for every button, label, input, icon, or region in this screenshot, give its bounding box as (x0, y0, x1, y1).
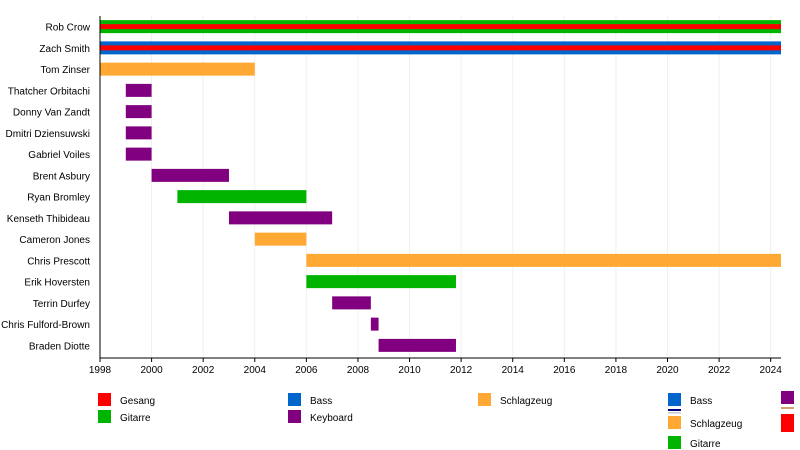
legend2-label-gitarre: Gitarre (690, 439, 721, 450)
bar-thatcher-orbitachi-keyboard (125, 83, 152, 97)
legend-swatch-gesang (98, 393, 111, 406)
legend2-mini-swatch-dark (668, 409, 681, 411)
bar-dmitri-dziensuwski-keyboard (125, 126, 152, 140)
member-label: Thatcher Orbitachi (8, 86, 90, 97)
legend-swatch-keyboard (288, 410, 301, 423)
legend-label-schlagzeug: Schlagzeug (500, 396, 552, 407)
member-label: Tom Zinser (41, 65, 91, 76)
legend-label-keyboard: Keyboard (310, 413, 353, 424)
member-label: Zach Smith (39, 44, 90, 55)
bar-chris-prescott-schlagzeug (306, 253, 781, 267)
x-tick-label: 2000 (140, 365, 163, 376)
member-label: Braden Diotte (29, 341, 91, 352)
x-tick-label: 2014 (502, 365, 525, 376)
legend-label-gitarre: Gitarre (120, 413, 151, 424)
x-tick-label: 2024 (760, 365, 783, 376)
legend3-swatch-gesang (781, 414, 794, 432)
x-axis: 1998 2000 2002 2004 2006 2008 2010 2012 2014 2016… (89, 16, 782, 376)
member-label: Brent Asbury (33, 171, 90, 182)
member-label: Ryan Bromley (27, 193, 90, 204)
legend2-label-bass: Bass (690, 396, 712, 407)
legend3-swatch-keyboard (781, 391, 794, 404)
x-tick-label: 1998 (89, 365, 112, 376)
bar-donny-van-zandt-keyboard (125, 105, 152, 119)
bar-chris-fulford-brown-keyboard (370, 317, 379, 331)
bar-zach-smith-gesang (100, 45, 781, 51)
x-tick-label: 2010 (398, 365, 421, 376)
bar-brent-asbury-keyboard (151, 168, 229, 182)
member-label: Rob Crow (46, 23, 91, 34)
member-label: Chris Prescott (27, 256, 90, 267)
x-tick-label: 2002 (192, 365, 215, 376)
legend-swatch-schlagzeug (478, 393, 491, 406)
member-bars (100, 20, 781, 352)
legend2-label-schlagzeug: Schlagzeug (690, 419, 742, 430)
legend-swatch-bass (288, 393, 301, 406)
bar-gabriel-voiles-keyboard (125, 147, 152, 161)
grid-lines (99, 16, 772, 358)
bar-ryan-bromley-gitarre (177, 190, 307, 204)
x-tick-label: 2018 (605, 365, 628, 376)
bar-tom-zinser-schlagzeug (100, 62, 255, 76)
x-tick-label: 2012 (450, 365, 473, 376)
member-label: Dmitri Dziensuwski (6, 129, 90, 140)
legend: Gesang Gitarre Bass Keyboard Schlagzeug Bass S… (98, 391, 794, 450)
legend-label-bass: Bass (310, 396, 332, 407)
x-tick-label: 2006 (295, 365, 318, 376)
x-tick-label: 2020 (656, 365, 679, 376)
bar-kenseth-thibideau-keyboard (228, 211, 333, 225)
legend2-swatch-bass (668, 393, 681, 406)
legend2-swatch-gitarre (668, 436, 681, 449)
legend3-mini-swatch (781, 407, 794, 409)
x-tick-label: 2008 (347, 365, 370, 376)
bar-terrin-durfey-keyboard (332, 296, 371, 310)
x-tick-label: 2004 (244, 365, 267, 376)
member-label: Gabriel Voiles (28, 150, 90, 161)
bar-rob-crow-gesang (100, 24, 781, 30)
member-label: Kenseth Thibideau (7, 214, 90, 225)
legend2-swatch-schlagzeug (668, 416, 681, 429)
member-label: Cameron Jones (19, 235, 90, 246)
member-label: Terrin Durfey (33, 299, 90, 310)
legend2-mini-swatch-grey (668, 412, 681, 414)
bar-erik-hoversten-gitarre (306, 275, 456, 289)
bar-braden-diotte-keyboard (378, 338, 456, 352)
x-tick-label: 2022 (708, 365, 731, 376)
bar-cameron-jones-schlagzeug (254, 232, 307, 246)
member-labels: Rob Crow Zach Smith Tom Zinser Thatcher Orb… (1, 23, 91, 353)
legend-label-gesang: Gesang (120, 396, 155, 407)
member-label: Donny Van Zandt (13, 108, 90, 119)
legend-swatch-gitarre (98, 410, 111, 423)
x-tick-label: 2016 (553, 365, 576, 376)
member-label: Chris Fulford-Brown (1, 320, 90, 331)
member-label: Erik Hoversten (24, 278, 90, 289)
